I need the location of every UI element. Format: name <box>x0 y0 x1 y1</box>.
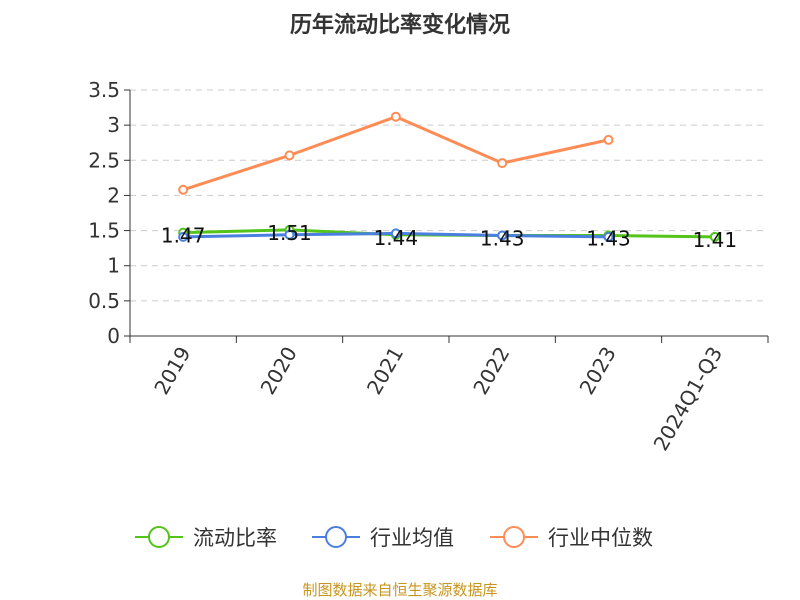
data-point[interactable] <box>284 229 295 240</box>
data-label: 1.51 <box>267 221 312 245</box>
x-tick-label: 2022 <box>468 342 514 398</box>
y-tick-label: 2.5 <box>88 148 120 172</box>
x-tick-label: 2019 <box>149 343 195 399</box>
x-tick-label: 2020 <box>256 343 302 399</box>
data-label: 1.41 <box>693 228 738 252</box>
y-tick-label: 3.5 <box>88 78 120 102</box>
data-label: 1.43 <box>480 226 525 250</box>
y-tick-label: 3 <box>107 113 120 137</box>
legend-item-0[interactable]: 流动比率 <box>135 526 277 550</box>
data-point[interactable] <box>603 134 614 145</box>
data-point[interactable] <box>390 111 401 122</box>
y-tick-label: 2 <box>107 183 120 207</box>
legend-marker-icon <box>148 526 170 548</box>
y-tick-label: 1.5 <box>88 219 120 243</box>
legend-marker-icon <box>503 526 525 548</box>
x-tick-label: 2021 <box>362 343 408 399</box>
legend-label: 行业均值 <box>370 526 454 550</box>
data-point[interactable] <box>497 230 508 241</box>
data-point[interactable] <box>603 231 614 242</box>
legend-item-2[interactable]: 行业中位数 <box>490 526 653 550</box>
data-point[interactable] <box>497 158 508 169</box>
x-tick-label: 2023 <box>575 343 621 399</box>
data-point[interactable] <box>178 184 189 195</box>
y-tick-label: 0 <box>107 324 120 348</box>
chart-title: 历年流动比率变化情况 <box>290 12 510 38</box>
legend-marker-icon <box>325 526 347 548</box>
data-label: 1.43 <box>586 226 631 250</box>
data-point[interactable] <box>390 228 401 239</box>
x-tick-label: 2024Q1-Q3 <box>648 343 727 455</box>
series-line-2 <box>182 115 609 192</box>
source-note: 制图数据来自恒生聚源数据库 <box>302 581 497 599</box>
data-point[interactable] <box>178 231 189 242</box>
data-point[interactable] <box>709 231 720 242</box>
legend-label: 流动比率 <box>193 526 277 550</box>
data-label: 1.44 <box>374 226 419 250</box>
data-label: 1.47 <box>161 224 206 248</box>
y-tick-label: 0.5 <box>88 289 120 313</box>
data-point[interactable] <box>284 150 295 161</box>
legend-item-1[interactable]: 行业均值 <box>312 526 454 550</box>
y-tick-label: 1 <box>107 254 120 278</box>
legend-label: 行业中位数 <box>548 526 653 550</box>
